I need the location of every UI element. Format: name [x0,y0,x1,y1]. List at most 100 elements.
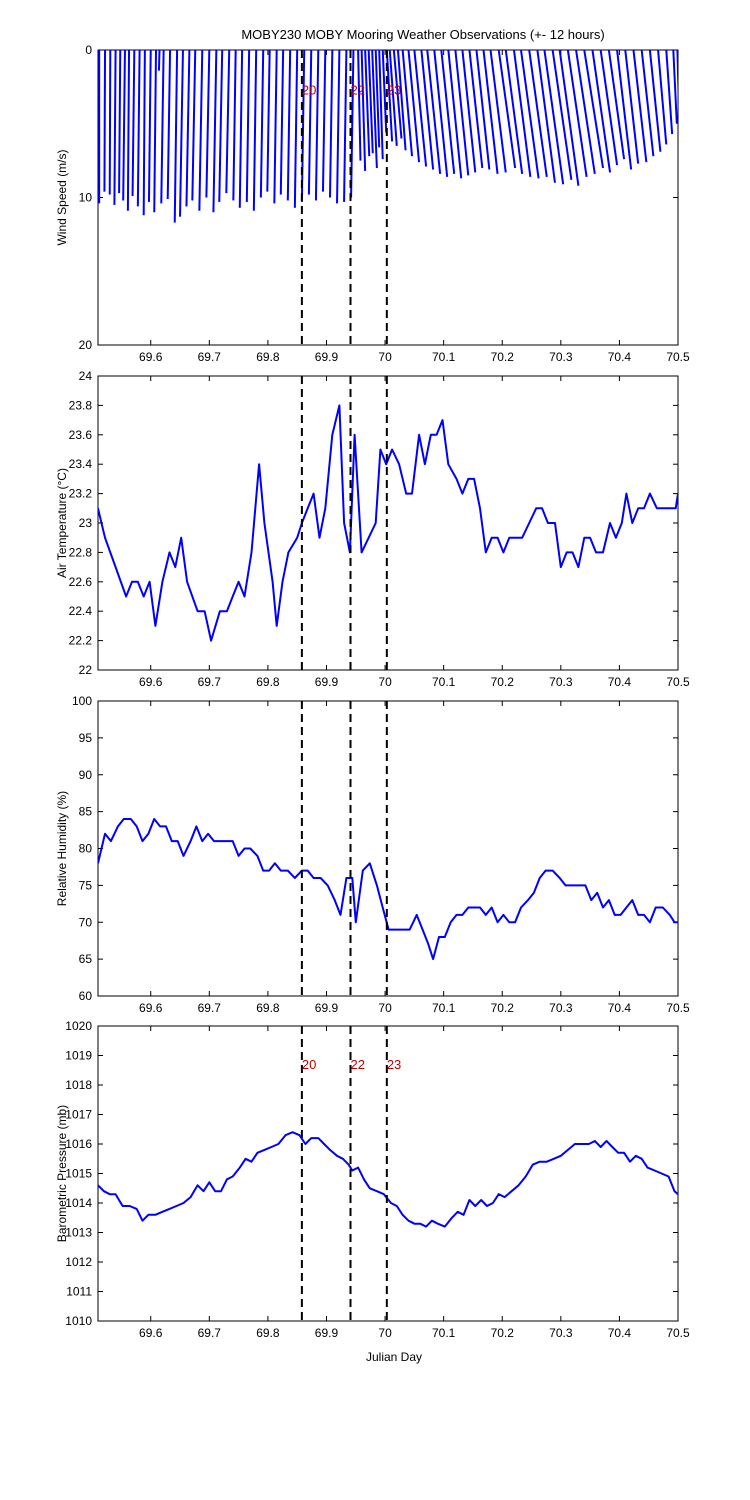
wind-stick [293,50,299,208]
wind-stick [640,50,655,157]
wind-stick [336,50,341,204]
x-tick-label: 70 [378,1001,392,1015]
x-tick-label: 70.4 [608,1326,632,1340]
y-tick-label: 1016 [65,1137,92,1151]
wind-stick [575,50,596,175]
y-tick-label: 1013 [65,1226,92,1240]
wind-stick [536,50,556,183]
wind-stick [461,50,477,173]
y-tick-label: 23.2 [69,487,93,501]
x-tick-label: 69.8 [256,350,280,364]
wind-stick [173,50,179,223]
wind-stick [475,50,491,170]
wind-stick [407,50,421,163]
wind-stick [381,50,388,133]
x-tick-label: 69.8 [256,1326,280,1340]
x-tick-label: 70.2 [491,1001,515,1015]
x-tick-label: 70.1 [432,1001,456,1015]
x-tick-label: 70.3 [549,675,573,689]
wind-stick [360,50,367,171]
wind-stick [238,50,244,208]
wind-stick [591,50,612,173]
wind-stick [512,50,532,177]
wind-stick [447,50,463,179]
wind-stick [357,50,362,161]
chart-panel-2: 69.6 69.7 69.8 69.9 70 70.1 70.2 70.3 70.4 70.5 22… [55,369,690,689]
wind-stick [665,50,674,135]
wind-stick [118,50,122,194]
y-tick-label: 23.4 [69,457,93,471]
y-tick-label: 85 [79,805,93,819]
wind-stick [273,50,278,204]
x-tick-label: 69.9 [315,1326,339,1340]
y-tick-label: 20 [79,338,93,352]
wind-stick [497,50,517,169]
wind-stick [279,50,285,195]
wind-stick [286,50,292,201]
x-tick-label: 69.7 [198,675,222,689]
y-tick-label: 1010 [65,1314,92,1328]
wind-stick [672,50,678,124]
x-tick-label: 69.7 [198,350,222,364]
x-tick-label: 69.6 [139,350,163,364]
x-tick-label: 69.8 [256,675,280,689]
y-tick-label: 1020 [65,1019,92,1033]
wind-stick [266,50,271,192]
x-tick-label: 69.6 [139,675,163,689]
y-tick-label: 1011 [66,1285,92,1299]
wind-stick [259,50,265,198]
wind-stick [378,50,384,160]
wind-stick [433,50,449,177]
wind-stick [367,50,374,154]
y-tick-label: 22.8 [69,545,93,559]
y-tick-label: 1017 [65,1108,92,1122]
wind-stick [321,50,327,192]
y-tick-label: 70 [79,915,93,929]
y-tick-label: 22 [79,663,93,677]
y-tick-label: 90 [79,768,93,782]
wind-stick [343,50,348,202]
wind-stick [329,50,334,198]
wind-stick [657,50,668,145]
y-tick-label: 22.2 [69,634,93,648]
wind-stick [599,50,619,166]
wind-stick [504,50,524,175]
wind-stick [205,50,211,198]
plot-area [97,700,679,997]
x-tick-label: 70.2 [491,1326,515,1340]
wind-stick [232,50,237,201]
wind-stick [147,50,152,202]
wind-stick [314,50,320,201]
wind-stick [543,50,565,185]
y-tick-label: 1012 [65,1255,92,1269]
series-group [98,376,678,670]
wind-stick [551,50,573,180]
x-tick-label: 69.9 [315,350,339,364]
wind-stick [388,50,398,146]
wind-stick [371,50,378,169]
y-tick-label: 23.8 [69,398,93,412]
x-tick-label: 70.2 [491,675,515,689]
wind-stick [566,50,588,177]
x-tick-label: 70.5 [666,675,690,689]
wind-stick [160,50,165,204]
x-tick-label: 70.4 [608,675,632,689]
x-tick-label: 70.1 [432,350,456,364]
x-axis-label: Julian Day [366,1350,422,1364]
wind-stick [212,50,218,213]
wind-stick [103,50,107,192]
wind-stick [454,50,470,176]
y-axis-label: Wind Speed (m/s) [55,149,69,245]
x-tick-label: 70 [378,1326,392,1340]
y-tick-label: 100 [72,694,92,708]
y-tick-label: 1018 [65,1078,92,1092]
wind-stick [131,50,136,197]
wind-stick [142,50,146,216]
wind-stick [185,50,191,207]
x-tick-label: 70.4 [608,1001,632,1015]
chart-panel-1: 69.6 69.7 69.8 69.9 70 70.1 70.2 70.3 70.4 70.5 0 1… [55,43,690,364]
wind-stick [583,50,604,169]
x-tick-label: 70.3 [549,1001,573,1015]
plot-area [97,1025,679,1322]
